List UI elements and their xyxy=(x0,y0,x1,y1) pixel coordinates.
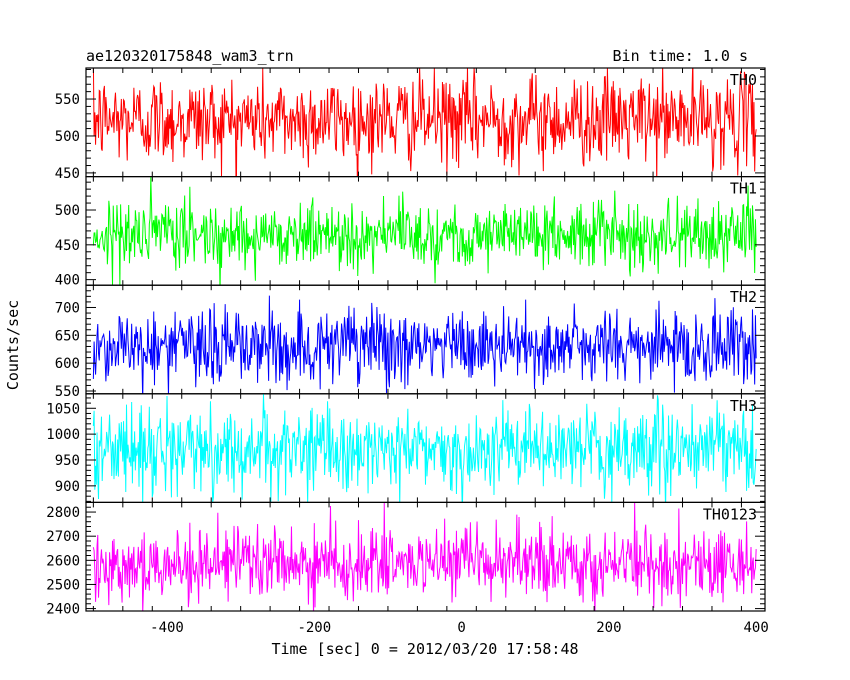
series-line-th0 xyxy=(92,68,757,177)
panel-label-th0: TH0 xyxy=(730,71,757,89)
y-tick-label: 650 xyxy=(55,328,80,344)
series-line-th1 xyxy=(92,176,757,286)
y-tick-label: 1000 xyxy=(46,427,80,443)
y-tick-label: 950 xyxy=(55,453,80,469)
y-tick-label: 2600 xyxy=(46,553,80,569)
x-tick-label: -400 xyxy=(150,620,184,636)
y-tick-label: 450 xyxy=(55,166,80,182)
panel-label-th3: TH3 xyxy=(730,397,757,415)
y-tick-label: 600 xyxy=(55,356,80,372)
y-tick-label: 2800 xyxy=(46,505,80,521)
y-axis-label: Counts/sec xyxy=(4,300,22,390)
y-tick-label: 500 xyxy=(55,129,80,145)
y-tick-label: 2700 xyxy=(46,529,80,545)
x-tick-label: -200 xyxy=(297,620,331,636)
y-tick-label: 550 xyxy=(55,92,80,108)
y-tick-label: 550 xyxy=(55,384,80,400)
x-tick-label: 400 xyxy=(744,620,769,636)
y-tick-label: 2400 xyxy=(46,602,80,618)
y-tick-label: 700 xyxy=(55,300,80,316)
series-line-th0123 xyxy=(92,502,757,611)
panels-group: 450 500 550 TH0 400 450 500 TH1 550 600 650 700 TH2 9… xyxy=(46,67,769,636)
y-tick-label: 2500 xyxy=(46,577,80,593)
series-line-th3 xyxy=(92,393,757,503)
x-tick-label: 200 xyxy=(596,620,621,636)
chart-subtitle: Bin time: 1.0 s xyxy=(613,47,748,65)
panel-label-th1: TH1 xyxy=(730,180,757,198)
panel-label-th2: TH2 xyxy=(730,288,757,306)
y-tick-label: 500 xyxy=(55,203,80,219)
series-line-th2 xyxy=(92,295,757,394)
chart-title: ae120320175848_wam3_trn xyxy=(86,47,294,65)
y-tick-label: 1050 xyxy=(46,401,80,417)
panel-frame xyxy=(85,501,766,612)
x-tick-label: 0 xyxy=(457,620,465,636)
y-tick-label: 900 xyxy=(55,479,80,495)
y-tick-label: 450 xyxy=(55,238,80,254)
y-tick-label: 400 xyxy=(55,273,80,289)
panel-label-th0123: TH0123 xyxy=(703,505,757,523)
x-axis-label: Time [sec] 0 = 2012/03/20 17:58:48 xyxy=(271,640,578,658)
